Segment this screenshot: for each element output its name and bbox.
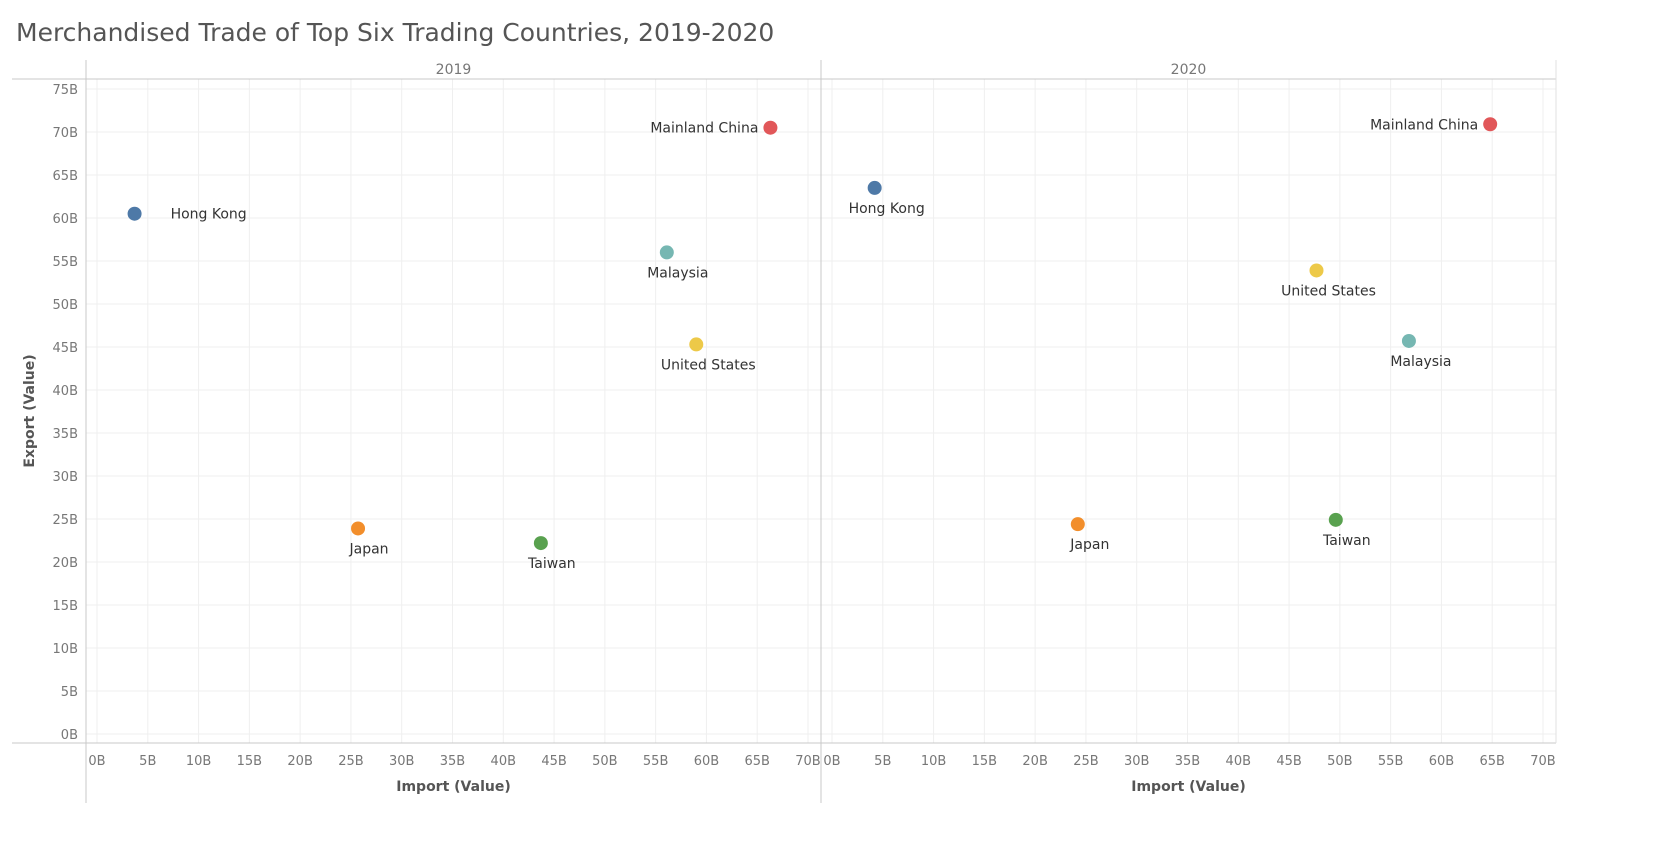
y-tick-label: 20B [53, 556, 78, 571]
point-2019-mainland-china [763, 120, 778, 135]
point-label-2020-hong-kong: Hong Kong [849, 201, 925, 217]
y-tick-label: 70B [53, 126, 78, 141]
point-label-2020-malaysia: Malaysia [1390, 354, 1451, 370]
x-tick-label: 70B [795, 754, 820, 769]
y-tick-label: 75B [53, 83, 78, 98]
x-tick-label: 15B [972, 754, 997, 769]
y-tick-label: 60B [53, 212, 78, 227]
point-2020-hong-kong [867, 180, 882, 195]
facet-header-2019: 2019 [436, 62, 472, 78]
point-label-2020-mainland-china: Mainland China [1370, 117, 1478, 133]
point-2020-malaysia [1401, 333, 1416, 348]
point-label-2019-taiwan: Taiwan [527, 556, 576, 572]
y-tick-label: 45B [53, 341, 78, 356]
y-axis-title: Export (Value) [22, 354, 38, 467]
point-label-2019-hong-kong: Hong Kong [171, 207, 247, 223]
x-tick-label: 60B [1429, 754, 1454, 769]
point-2019-united-states [689, 337, 704, 352]
point-2019-malaysia [659, 245, 674, 260]
x-tick-label: 5B [874, 754, 891, 769]
y-tick-label: 50B [53, 298, 78, 313]
x-tick-label: 50B [592, 754, 617, 769]
x-tick-label: 20B [1022, 754, 1047, 769]
y-tick-label: 15B [53, 599, 78, 614]
x-tick-label: 0B [823, 754, 840, 769]
point-label-2019-malaysia: Malaysia [647, 265, 708, 281]
point-label-2019-mainland-china: Mainland China [650, 121, 758, 137]
facet-header-2020: 2020 [1171, 62, 1207, 78]
x-tick-label: 20B [287, 754, 312, 769]
y-tick-label: 25B [53, 513, 78, 528]
point-2019-japan [351, 521, 366, 536]
x-axis-title: Import (Value) [1131, 779, 1245, 795]
x-tick-label: 45B [541, 754, 566, 769]
x-tick-label: 25B [1073, 754, 1098, 769]
y-tick-label: 5B [61, 685, 78, 700]
y-tick-label: 40B [53, 384, 78, 399]
x-tick-label: 50B [1327, 754, 1352, 769]
x-tick-label: 10B [186, 754, 211, 769]
x-axis-title: Import (Value) [396, 779, 510, 795]
x-tick-label: 65B [744, 754, 769, 769]
chart-title: Merchandised Trade of Top Six Trading Co… [16, 18, 775, 47]
y-tick-label: 0B [61, 728, 78, 743]
y-tick-label: 30B [53, 470, 78, 485]
point-label-2020-japan: Japan [1069, 537, 1109, 553]
point-2020-japan [1070, 517, 1085, 532]
x-tick-label: 45B [1276, 754, 1301, 769]
point-label-2019-united-states: United States [661, 357, 756, 373]
x-tick-label: 25B [338, 754, 363, 769]
point-label-2020-taiwan: Taiwan [1322, 533, 1371, 549]
x-tick-label: 35B [440, 754, 465, 769]
point-2019-hong-kong [127, 206, 142, 221]
point-label-2019-japan: Japan [349, 541, 389, 557]
x-tick-label: 40B [491, 754, 516, 769]
x-tick-label: 5B [139, 754, 156, 769]
y-tick-label: 65B [53, 169, 78, 184]
y-tick-label: 35B [53, 427, 78, 442]
x-tick-label: 30B [389, 754, 414, 769]
x-tick-label: 15B [237, 754, 262, 769]
point-2020-united-states [1309, 263, 1324, 278]
x-tick-label: 70B [1530, 754, 1555, 769]
point-2019-taiwan [533, 536, 548, 551]
y-tick-label: 10B [53, 642, 78, 657]
x-tick-label: 10B [921, 754, 946, 769]
x-tick-label: 40B [1226, 754, 1251, 769]
point-2020-mainland-china [1483, 117, 1498, 132]
y-tick-label: 55B [53, 255, 78, 270]
x-tick-label: 55B [643, 754, 668, 769]
point-label-2020-united-states: United States [1281, 283, 1376, 299]
x-tick-label: 35B [1175, 754, 1200, 769]
point-2020-taiwan [1328, 512, 1343, 527]
x-tick-label: 65B [1479, 754, 1504, 769]
x-tick-label: 60B [694, 754, 719, 769]
x-tick-label: 0B [88, 754, 105, 769]
x-tick-label: 55B [1378, 754, 1403, 769]
x-tick-label: 30B [1124, 754, 1149, 769]
